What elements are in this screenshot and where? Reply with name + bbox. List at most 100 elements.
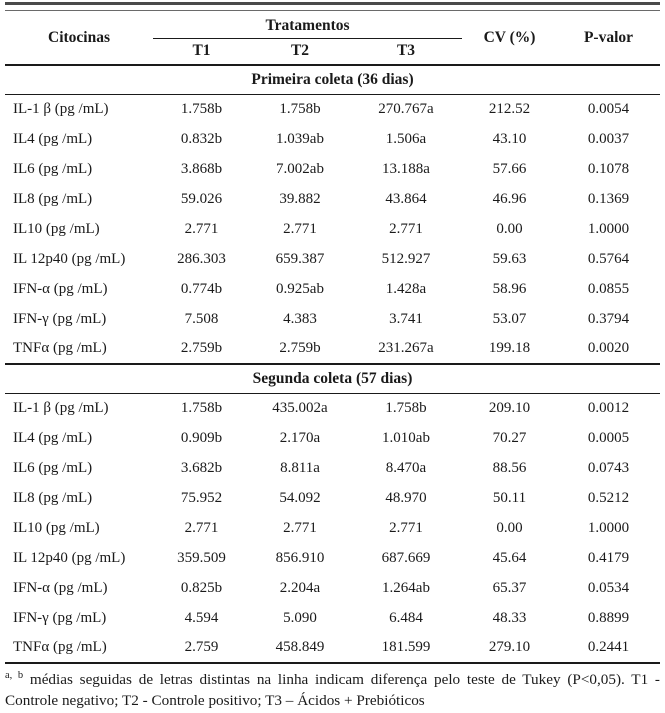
cytokine-label: IFN-γ (pg /mL)	[13, 609, 107, 626]
t3-value: 1.506a	[385, 130, 427, 147]
t1-value: 3.868b	[180, 160, 223, 177]
cv-value: 43.10	[492, 130, 527, 147]
t1-value: 59.026	[180, 190, 223, 207]
t2-value: 659.387	[275, 250, 325, 267]
cytokine-label: TNFα (pg /mL)	[13, 340, 107, 356]
p-value: 0.0012	[587, 399, 630, 416]
t3-value: 687.669	[381, 549, 431, 566]
cv-value: 46.96	[492, 190, 527, 207]
cv-value: 199.18	[488, 340, 531, 356]
p-value: 0.0005	[587, 429, 630, 446]
p-value: 0.0743	[587, 459, 630, 476]
p-value: 0.8899	[587, 609, 630, 626]
cytokine-label: IL-1 β (pg /mL)	[13, 399, 109, 416]
p-value: 0.1369	[587, 190, 630, 207]
footnote-superscript-letters: a, b	[5, 669, 24, 681]
cv-value: 0.00	[496, 220, 523, 237]
p-value: 0.5764	[587, 250, 630, 267]
cv-value: 88.56	[492, 459, 527, 476]
cv-value: 48.33	[492, 609, 527, 626]
table-row: IL-1 β (pg /mL) 1.758b 435.002a 1.758b 209.1…	[5, 393, 660, 423]
cv-value: 212.52	[488, 100, 531, 117]
t2-value: 1.039ab	[276, 130, 324, 147]
cytokine-label: IL4 (pg /mL)	[13, 429, 93, 446]
t3-value: 1.010ab	[382, 429, 430, 446]
t1-value: 2.759b	[180, 340, 223, 356]
p-value: 0.4179	[587, 549, 630, 566]
t1-value: 0.832b	[180, 130, 223, 147]
t3-value: 2.771	[389, 220, 423, 237]
column-header-t3: T3	[350, 38, 462, 66]
t2-value: 2.771	[283, 220, 317, 237]
t1-value: 1.758b	[180, 399, 223, 416]
t1-value: 2.759	[184, 639, 219, 655]
section-title: Primeira coleta (36 dias)	[5, 65, 660, 95]
cv-value: 0.00	[496, 519, 523, 536]
t3-value: 3.741	[389, 310, 423, 327]
table-row: IFN-α (pg /mL) 0.825b 2.204a 1.264ab 65.37 0.…	[5, 573, 660, 603]
t3-value: 512.927	[381, 250, 431, 267]
t3-value: 231.267a	[378, 340, 434, 356]
table-row: IL6 (pg /mL) 3.868b 7.002ab 13.188a 57.66 0.1…	[5, 154, 660, 184]
t3-value: 181.599	[381, 639, 431, 655]
cv-value: 45.64	[492, 549, 527, 566]
p-value: 0.0855	[587, 280, 630, 297]
cytokine-label: IL8 (pg /mL)	[13, 489, 93, 506]
table-row: IFN-γ (pg /mL) 7.508 4.383 3.741 53.07 0.3794	[5, 304, 660, 334]
table-row: IL8 (pg /mL) 59.026 39.882 43.864 46.96 0.136…	[5, 184, 660, 214]
t3-value: 1.428a	[385, 280, 427, 297]
cytokine-label: IFN-γ (pg /mL)	[13, 310, 107, 327]
t1-value: 7.508	[184, 310, 219, 327]
p-value: 0.0020	[587, 340, 630, 356]
cytokine-label: IL6 (pg /mL)	[13, 160, 93, 177]
t1-value: 286.303	[177, 250, 226, 267]
t3-value: 43.864	[385, 190, 427, 207]
cytokine-label: IL-1 β (pg /mL)	[13, 100, 109, 117]
t1-value: 1.758b	[180, 100, 223, 117]
t3-value: 8.470a	[385, 459, 427, 476]
p-value: 0.3794	[587, 310, 630, 327]
t2-value: 2.759b	[279, 340, 321, 356]
column-header-cv: CV (%)	[462, 11, 557, 66]
cytokine-label: TNFα (pg /mL)	[13, 639, 107, 655]
p-value: 0.0037	[587, 130, 630, 147]
cv-value: 58.96	[492, 280, 527, 297]
t2-value: 2.771	[283, 519, 317, 536]
top-thick-rule	[5, 2, 660, 5]
top-thin-rule	[5, 10, 660, 11]
t2-value: 458.849	[275, 639, 325, 655]
t2-value: 0.925ab	[276, 280, 324, 297]
t1-value: 75.952	[180, 489, 223, 506]
cytokine-label: IL8 (pg /mL)	[13, 190, 93, 207]
t2-value: 54.092	[279, 489, 321, 506]
p-value: 1.0000	[587, 519, 630, 536]
t1-value: 0.909b	[180, 429, 223, 446]
table-row: IL4 (pg /mL) 0.909b 2.170a 1.010ab 70.27 0.00…	[5, 423, 660, 453]
p-value: 0.0534	[587, 579, 630, 596]
cv-value: 50.11	[492, 489, 527, 506]
cytokine-label: IFN-α (pg /mL)	[13, 280, 108, 297]
t1-value: 359.509	[177, 549, 226, 566]
p-value: 0.1078	[587, 160, 630, 177]
column-header-t1: T1	[153, 38, 250, 66]
cv-value: 209.10	[488, 399, 531, 416]
t3-value: 2.771	[389, 519, 423, 536]
t2-value: 39.882	[279, 190, 321, 207]
table-row: TNFα (pg /mL) 2.759 458.849 181.599 279.10 0.…	[5, 633, 660, 663]
table-row: IL10 (pg /mL) 2.771 2.771 2.771 0.00 1.0000	[5, 513, 660, 543]
t1-value: 3.682b	[180, 459, 223, 476]
p-value: 0.2441	[587, 639, 630, 655]
p-value: 0.5212	[587, 489, 630, 506]
t2-value: 435.002a	[272, 399, 328, 416]
t3-value: 1.758b	[385, 399, 427, 416]
cv-value: 70.27	[492, 429, 527, 446]
column-group-header-tratamentos: Tratamentos	[153, 11, 462, 39]
t1-value: 2.771	[184, 519, 219, 536]
cv-value: 65.37	[492, 579, 527, 596]
table-row: IL6 (pg /mL) 3.682b 8.811a 8.470a 88.56 0.074…	[5, 453, 660, 483]
cytokine-label: IL10 (pg /mL)	[13, 519, 100, 536]
cv-value: 53.07	[492, 310, 527, 327]
p-value: 1.0000	[587, 220, 630, 237]
t2-value: 2.204a	[279, 579, 321, 596]
